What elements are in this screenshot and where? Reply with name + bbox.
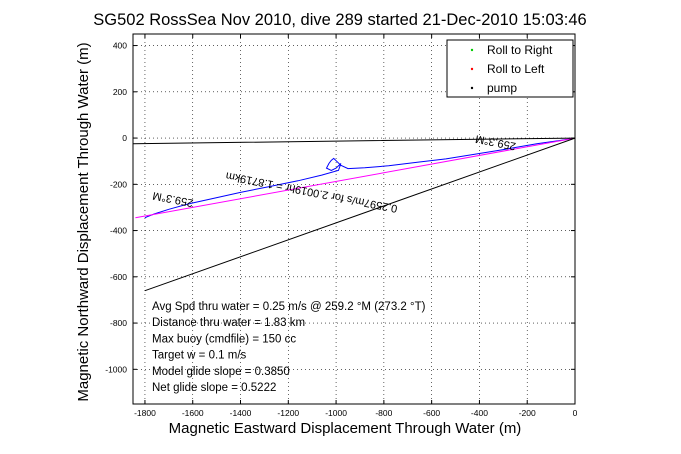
y-tick-label: -400 xyxy=(110,226,127,236)
stats-block: Avg Spd thru water = 0.25 m/s @ 259.2 °M… xyxy=(152,301,426,394)
x-tick-label: -1400 xyxy=(230,408,252,418)
stats-line: Avg Spd thru water = 0.25 m/s @ 259.2 °M… xyxy=(152,301,426,313)
y-tick-label: 400 xyxy=(113,41,127,51)
x-tick-label: -1200 xyxy=(277,408,299,418)
x-tick-label: -400 xyxy=(471,408,488,418)
plot-frame xyxy=(132,33,576,405)
x-axis-ticks: -1800 -1600 -1400 -1200 -1000 -800 -600 -400 -20… xyxy=(134,34,578,418)
legend-label: pump xyxy=(487,81,517,95)
y-axis-label: Magnetic Northward Displacement Through … xyxy=(75,42,92,401)
data-series xyxy=(132,137,576,292)
x-tick-label: 0 xyxy=(573,408,578,418)
x-tick-label: -1000 xyxy=(325,408,347,418)
x-tick-label: -600 xyxy=(423,408,440,418)
chart-title: SG502 RossSea Nov 2010, dive 289 started… xyxy=(93,11,587,29)
y-tick-label: 0 xyxy=(122,133,127,143)
series-line xyxy=(135,137,576,219)
legend-box xyxy=(446,39,574,98)
series-line xyxy=(144,137,576,292)
stats-line: Target w = 0.1 m/s xyxy=(152,350,247,362)
legend-marker xyxy=(470,86,474,90)
legend-marker xyxy=(470,67,474,71)
y-tick-label: -200 xyxy=(110,179,127,189)
x-tick-label: -1600 xyxy=(182,408,204,418)
legend-label: Roll to Right xyxy=(487,43,553,57)
legend-marker xyxy=(470,48,474,52)
x-tick-label: -1800 xyxy=(134,408,156,418)
grid-lines xyxy=(133,34,576,404)
y-axis-ticks: -1000 -800 -600 -400 -200 0 200 400 xyxy=(105,41,575,374)
stats-line: Distance thru water = 1.83 km xyxy=(152,317,305,329)
x-axis-label: Magnetic Eastward Displacement Through W… xyxy=(169,420,522,437)
stats-line: Model glide slope = 0.3850 xyxy=(152,366,290,378)
legend-label: Roll to Left xyxy=(487,62,545,76)
y-tick-label: -1000 xyxy=(105,364,127,374)
y-tick-label: -600 xyxy=(110,272,127,282)
series-line xyxy=(132,137,576,145)
y-tick-label: 200 xyxy=(113,87,127,97)
y-tick-label: -800 xyxy=(110,318,127,328)
x-tick-label: -200 xyxy=(519,408,536,418)
legend: Roll to Right Roll to Left pump xyxy=(446,39,574,98)
series-line xyxy=(144,137,576,219)
stats-line: Max buoy (cmdfile) = 150 cc xyxy=(152,333,296,345)
stats-line: Net glide slope = 0.5222 xyxy=(152,382,276,394)
x-tick-label: -800 xyxy=(375,408,392,418)
